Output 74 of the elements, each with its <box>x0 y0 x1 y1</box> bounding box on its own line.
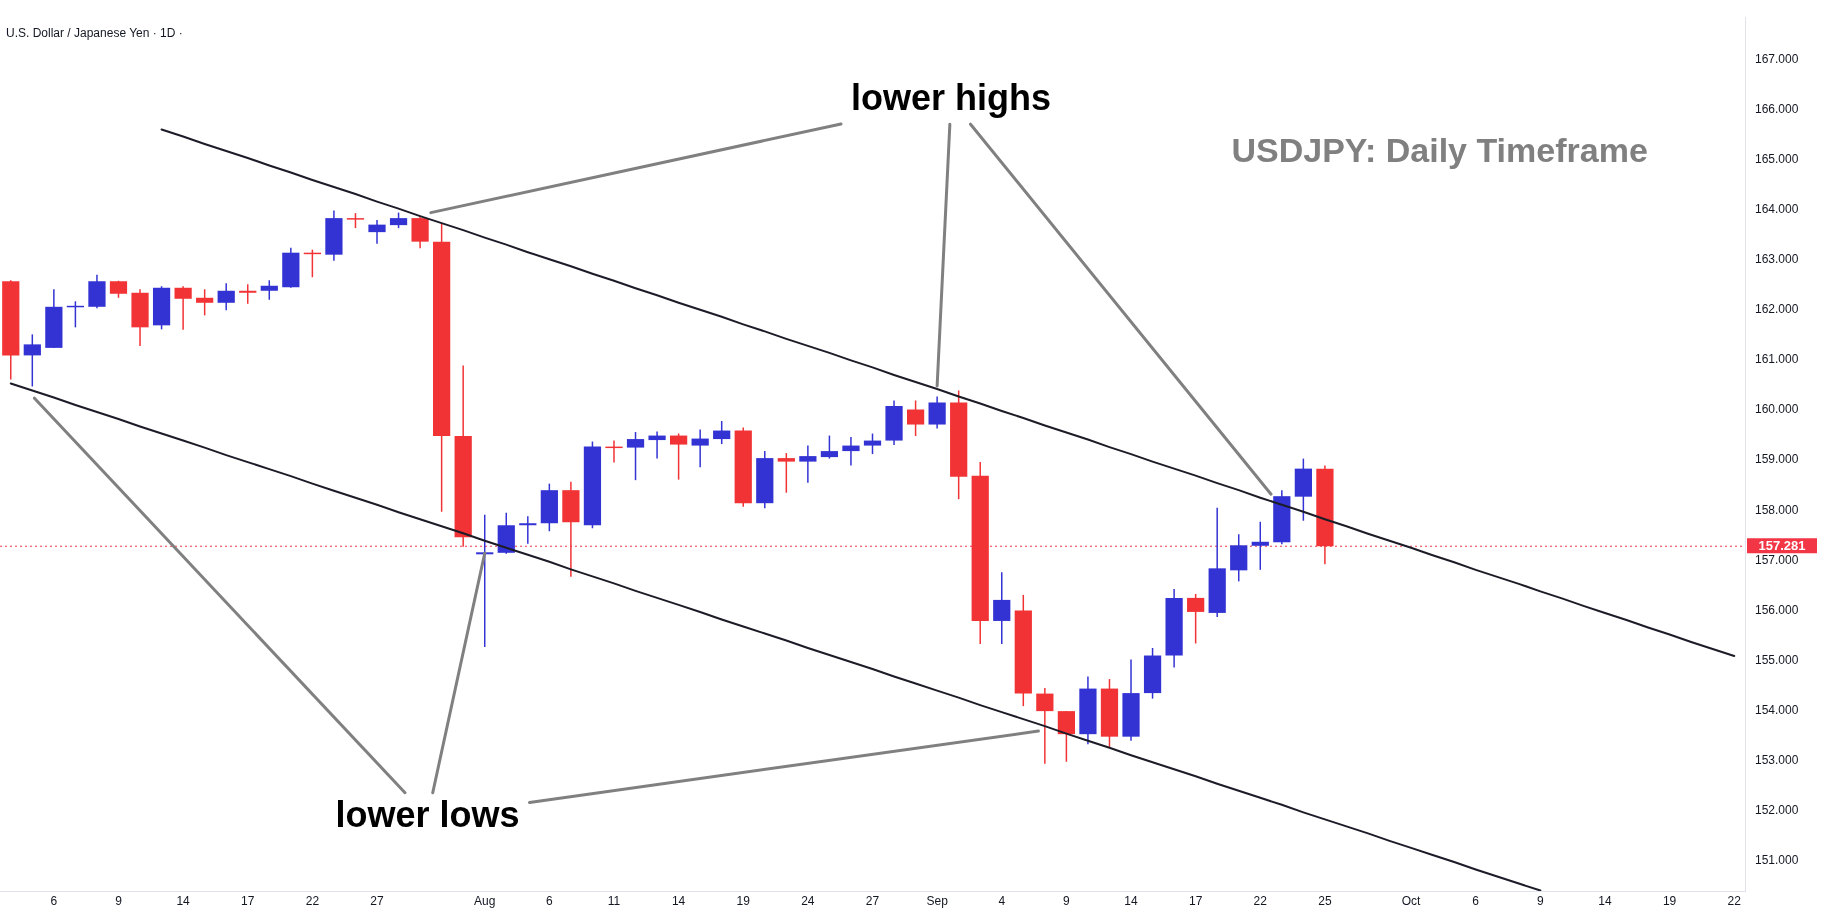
x-tick-label: 14 <box>176 893 191 908</box>
x-tick-label: 19 <box>736 893 751 908</box>
candlestick <box>713 420 731 445</box>
y-tick-label: 151.000 <box>1755 853 1799 868</box>
ref-line-label: 157.281 <box>1758 537 1806 553</box>
candlestick <box>196 288 214 317</box>
x-tick-label: 27 <box>370 893 384 908</box>
candlestick <box>23 333 41 388</box>
y-tick-label: 152.000 <box>1755 803 1799 818</box>
candlestick <box>519 515 537 545</box>
candlestick <box>626 431 645 481</box>
y-tick-label: 163.000 <box>1755 252 1799 267</box>
x-tick-label: Sep <box>926 893 949 908</box>
candlestick <box>217 282 235 312</box>
candlestick <box>174 285 192 331</box>
x-tick-label: 4 <box>998 893 1006 908</box>
candlestick <box>863 432 882 455</box>
candlestick <box>993 571 1011 645</box>
x-tick-label: 19 <box>1662 893 1677 908</box>
x-tick-label: 22 <box>1727 893 1742 908</box>
x-tick-label: Oct <box>1401 893 1422 908</box>
x-tick-label: 9 <box>115 893 123 908</box>
x-tick-label: 14 <box>671 893 686 908</box>
y-tick-label: 160.000 <box>1755 402 1799 417</box>
x-tick-label: Aug <box>474 893 496 908</box>
y-tick-label: 164.000 <box>1755 201 1799 216</box>
x-tick-label: 6 <box>50 893 58 908</box>
candlestick <box>906 399 925 437</box>
y-tick-label: 158.000 <box>1755 502 1799 517</box>
y-tick-label: 153.000 <box>1755 753 1799 768</box>
x-tick-label: 6 <box>1472 893 1480 908</box>
candlestick <box>1057 710 1076 763</box>
x-tick-label: 11 <box>607 893 621 908</box>
x-tick-label: 14 <box>1598 893 1612 908</box>
candlestick <box>928 395 946 430</box>
x-tick-label: 17 <box>1188 893 1203 908</box>
candlestick <box>820 434 839 460</box>
y-tick-label: 159.000 <box>1755 452 1799 467</box>
x-tick-label: 9 <box>1063 893 1071 908</box>
x-tick-label: 9 <box>1537 893 1544 908</box>
text: U.S. Dollar / Japanese Yen · 1D · <box>6 25 183 40</box>
x-tick-label: 6 <box>546 893 554 908</box>
candlestick <box>648 430 666 460</box>
candlestick <box>669 432 688 481</box>
candlestick <box>799 444 817 484</box>
candlestick <box>1036 687 1054 765</box>
y-tick-label: 157.000 <box>1755 552 1799 567</box>
candlestick <box>691 428 709 468</box>
text: USDJPY: Daily Timeframe <box>1231 131 1648 170</box>
annotation: lower lows <box>335 793 520 835</box>
candlestick <box>239 283 257 305</box>
x-tick-label: 17 <box>241 893 255 908</box>
x-tick-label: 25 <box>1318 893 1332 908</box>
y-tick-label: 165.000 <box>1755 151 1799 166</box>
x-tick-label: 24 <box>801 893 815 908</box>
y-tick-label: 161.000 <box>1755 352 1799 367</box>
candlestick <box>1251 520 1269 571</box>
candlestick <box>260 279 278 301</box>
x-tick-label: 22 <box>1253 893 1268 908</box>
x-tick-label: 22 <box>305 893 320 908</box>
x-tick-label: 27 <box>865 893 880 908</box>
candlestick <box>1187 593 1205 645</box>
y-tick-label: 162.000 <box>1755 302 1799 317</box>
candlestick <box>777 452 795 494</box>
x-tick-label: 14 <box>1124 893 1139 908</box>
y-tick-label: 167.000 <box>1755 51 1799 66</box>
y-tick-label: 155.000 <box>1755 652 1799 667</box>
candlestick <box>368 219 386 245</box>
candlestick <box>411 215 429 249</box>
y-tick-label: 156.000 <box>1755 602 1799 617</box>
annotation: lower highs <box>851 77 1052 119</box>
candlestick <box>842 436 860 467</box>
y-tick-label: 154.000 <box>1755 702 1799 717</box>
y-tick-label: 166.000 <box>1755 101 1799 116</box>
